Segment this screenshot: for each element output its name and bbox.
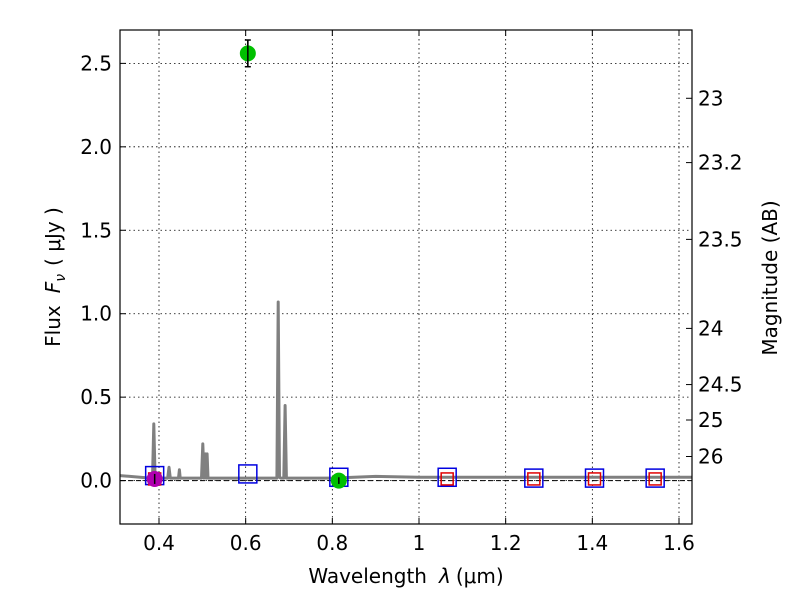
x-tick-label: 1 [413, 531, 426, 555]
y-tick-label: 1.0 [80, 302, 112, 326]
y-axis-right-label: Magnitude (AB) [758, 200, 782, 355]
mag-tick-label: 24.5 [698, 373, 743, 397]
y-tick-label: 0.5 [80, 385, 112, 409]
x-tick-label: 0.6 [230, 531, 262, 555]
x-axis-label-text: Wavelength [308, 564, 427, 588]
model-photometry-square [648, 472, 662, 486]
model-photometry-square [238, 464, 258, 484]
y-axis-label-symbol: F [41, 281, 65, 293]
mag-tick-label: 23.5 [698, 227, 743, 251]
y-axis-label-unit: ( μJy ) [41, 207, 65, 266]
y-tick-label: 1.5 [80, 218, 112, 242]
mag-tick-label: 26 [698, 444, 723, 468]
y-tick-label: 2.5 [80, 51, 112, 75]
model-photometry-square [437, 467, 457, 488]
y-axis-label: Flux Fν ( μJy ) [41, 207, 69, 347]
x-tick-label: 1.6 [663, 531, 695, 555]
grid-lines [120, 30, 692, 524]
mag-tick-label: 24 [698, 316, 723, 340]
plot-area [120, 39, 692, 489]
y-tick-label: 0.0 [80, 469, 112, 493]
x-tick-label: 1.2 [490, 531, 522, 555]
mag-tick-label: 23 [698, 86, 723, 110]
tick-labels: 0.4 0.6 0.8 1 1.2 1.4 1.6 0.0 0.5 1.0 1.5 2.0 2.5 23 2… [80, 51, 742, 555]
axis-ticks [120, 30, 692, 524]
plot-frame [119, 29, 693, 525]
model-photometry-square [645, 468, 665, 488]
x-tick-label: 1.4 [576, 531, 608, 555]
y-axis-label-text: Flux [41, 305, 65, 347]
model-photometry-square [524, 468, 544, 488]
mag-tick-label: 25 [698, 408, 723, 432]
plot-clipped-group [120, 39, 692, 489]
sed-model-line [120, 300, 692, 480]
x-tick-label: 0.8 [316, 531, 348, 555]
model-photometry-square [584, 468, 605, 488]
model-photometry-square [527, 472, 541, 486]
y-tick-label: 2.0 [80, 135, 112, 159]
x-axis-label: Wavelength λ (μm) [308, 564, 503, 588]
x-axis-label-unit: (μm) [456, 564, 504, 588]
model-photometry-square [587, 472, 602, 486]
mag-tick-label: 23.2 [698, 151, 743, 175]
x-tick-label: 0.4 [143, 531, 175, 555]
model-photometry-square [440, 472, 454, 486]
y-axis-label-subscript: ν [53, 274, 69, 282]
x-axis-label-symbol: λ [438, 564, 451, 588]
